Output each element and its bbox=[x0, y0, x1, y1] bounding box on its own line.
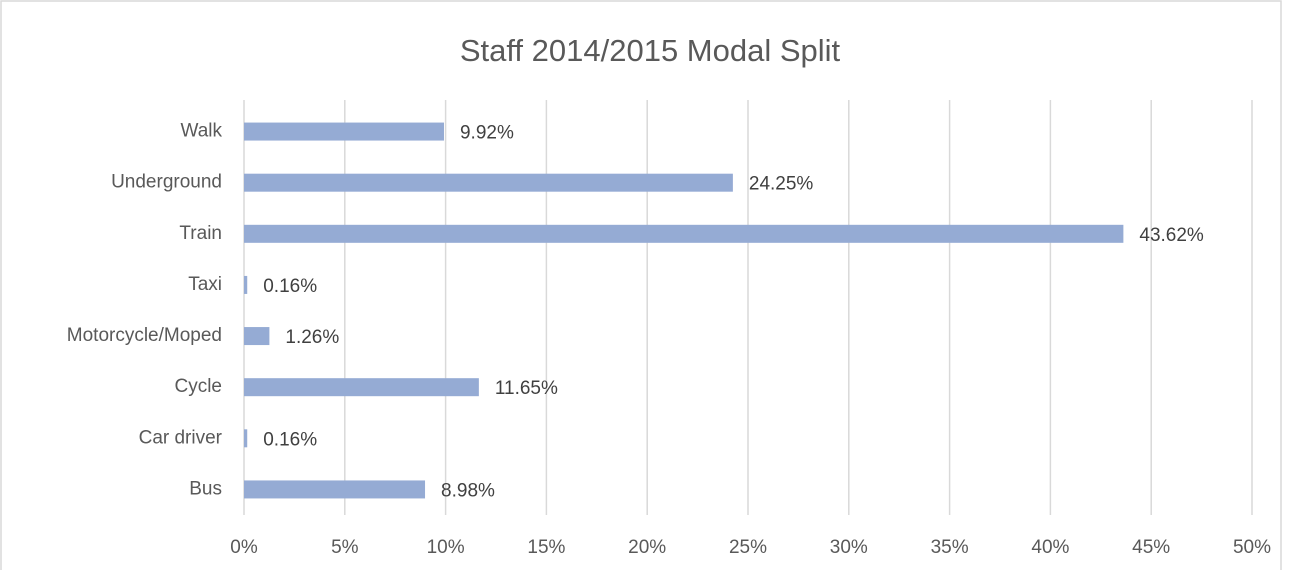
x-tick-label: 40% bbox=[1031, 537, 1069, 558]
y-tick-label: Underground bbox=[111, 172, 222, 193]
x-tick-label: 35% bbox=[931, 537, 969, 558]
x-tick-label: 20% bbox=[628, 537, 666, 558]
y-tick-label: Cycle bbox=[174, 376, 222, 397]
x-tick-label: 10% bbox=[427, 537, 465, 558]
bar bbox=[244, 480, 426, 499]
bar bbox=[244, 224, 1124, 243]
y-tick-label: Walk bbox=[180, 121, 222, 142]
value-label: 9.92% bbox=[460, 123, 514, 144]
y-tick-label: Taxi bbox=[188, 274, 222, 295]
bar bbox=[244, 122, 444, 141]
value-label: 43.62% bbox=[1139, 225, 1204, 246]
y-tick-label: Bus bbox=[189, 478, 222, 499]
bar bbox=[244, 378, 479, 397]
x-tick-label: 15% bbox=[527, 537, 565, 558]
bar bbox=[244, 275, 248, 294]
x-tick-label: 0% bbox=[230, 537, 258, 558]
value-label: 24.25% bbox=[749, 174, 814, 195]
bar bbox=[244, 429, 248, 448]
x-tick-label: 50% bbox=[1233, 537, 1271, 558]
chart-title: Staff 2014/2015 Modal Split bbox=[460, 33, 841, 68]
bar bbox=[244, 173, 733, 192]
y-tick-label: Car driver bbox=[139, 427, 223, 448]
y-tick-label: Train bbox=[179, 223, 222, 244]
x-tick-label: 5% bbox=[331, 537, 359, 558]
x-tick-label: 30% bbox=[830, 537, 868, 558]
value-label: 8.98% bbox=[441, 480, 495, 501]
value-label: 0.16% bbox=[263, 276, 317, 297]
value-label: 0.16% bbox=[263, 429, 317, 450]
y-tick-label: Motorcycle/Moped bbox=[67, 325, 222, 346]
value-label: 11.65% bbox=[495, 378, 558, 399]
x-tick-label: 45% bbox=[1132, 537, 1170, 558]
bar bbox=[244, 327, 270, 346]
value-label: 1.26% bbox=[285, 327, 339, 348]
x-tick-label: 25% bbox=[729, 537, 767, 558]
